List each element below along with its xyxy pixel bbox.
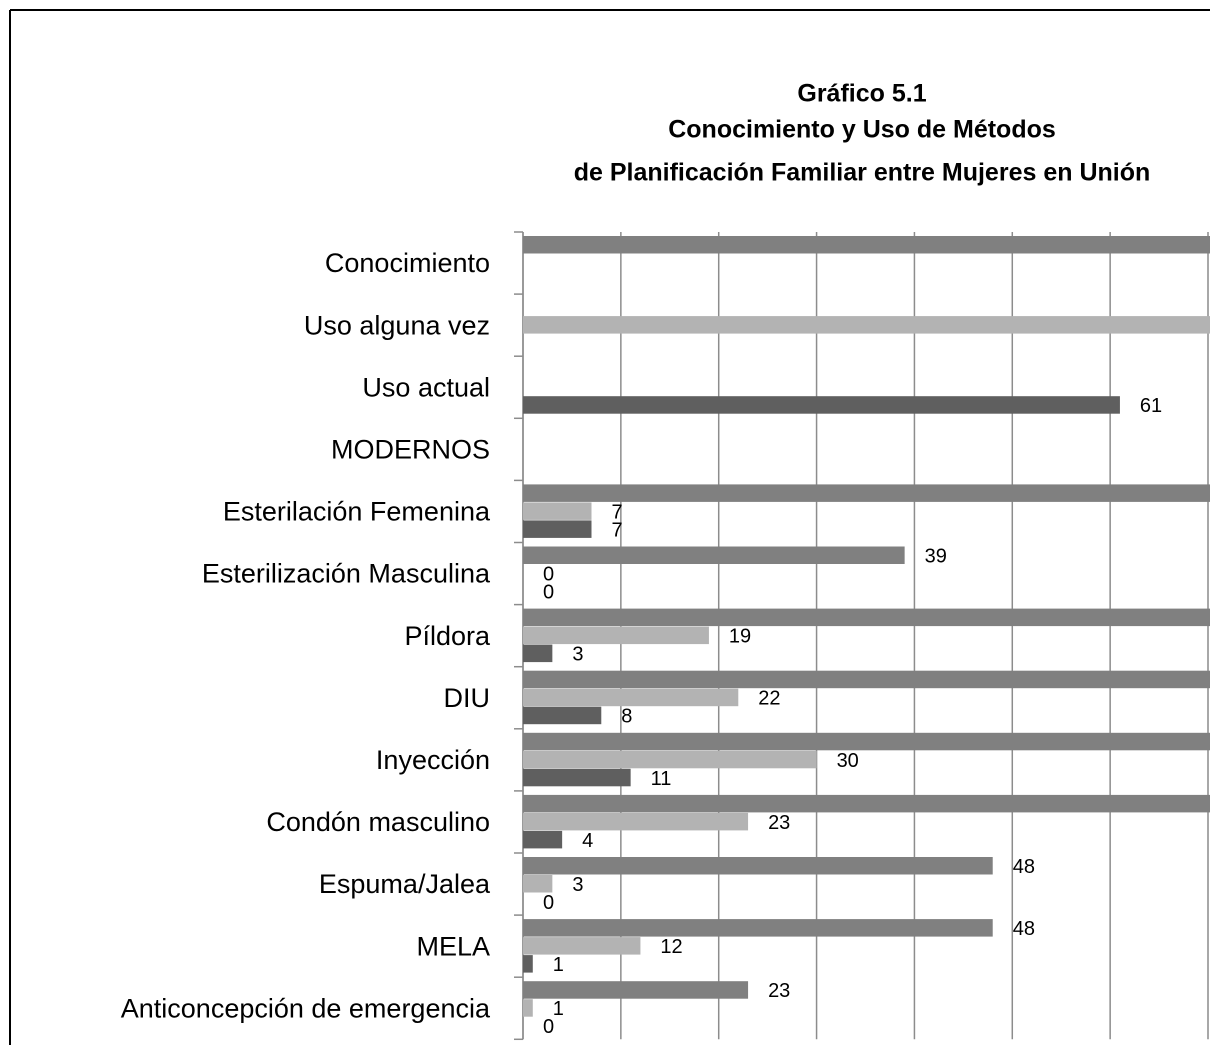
bar (523, 857, 993, 875)
bar (523, 706, 602, 725)
value-label: 4 (582, 830, 593, 852)
value-label: 48 (1013, 856, 1035, 878)
chart-title: Conocimiento y Uso de Métodos (668, 116, 1056, 144)
value-label: 30 (837, 750, 859, 772)
y-tick-label: Esterilización Masculina (202, 559, 491, 589)
bar (523, 732, 1210, 751)
y-tick-label: Anticoncepción de emergencia (121, 993, 491, 1023)
value-label: 12 (660, 936, 682, 958)
bar (523, 236, 1210, 254)
y-tick-label: Uso alguna vez (304, 310, 490, 340)
value-label: 1 (553, 954, 564, 976)
bar (523, 626, 709, 645)
bar (523, 484, 1210, 502)
y-tick-label: Espuma/Jalea (319, 869, 491, 899)
value-label: 0 (543, 892, 554, 914)
value-label: 23 (768, 980, 790, 1002)
bar (523, 546, 905, 564)
bar (523, 670, 1210, 689)
chart-title: Gráfico 5.1 (797, 80, 926, 108)
value-label: 61 (1140, 395, 1162, 417)
bar (523, 608, 1210, 627)
bar (523, 812, 749, 831)
bar (523, 794, 1210, 813)
value-label: 8 (621, 706, 632, 728)
bar (523, 830, 563, 849)
value-label: 7 (612, 501, 623, 523)
value-label: 23 (768, 812, 790, 834)
bar (523, 955, 533, 973)
bar (523, 937, 641, 955)
chart-title: de Planificación Familiar entre Mujeres … (574, 159, 1151, 187)
bar (523, 644, 553, 663)
y-tick-label: Esterilación Femenina (223, 497, 491, 527)
value-label: 3 (572, 874, 583, 896)
bar (523, 688, 739, 707)
y-tick-label: Condón masculino (266, 807, 490, 837)
bar (523, 520, 592, 538)
value-label: 3 (572, 644, 583, 666)
value-label: 19 (729, 626, 751, 648)
bar (523, 999, 533, 1017)
value-label: 1 (553, 998, 564, 1020)
value-label: 39 (925, 546, 947, 568)
value-label: 0 (543, 582, 554, 604)
bar (523, 919, 993, 937)
bar (523, 750, 817, 769)
bar (523, 502, 592, 520)
y-tick-label: Uso actual (362, 372, 490, 402)
bar (523, 316, 1210, 334)
y-tick-label: Conocimiento (325, 248, 490, 278)
value-label: 0 (543, 564, 554, 586)
y-tick-label: Inyección (376, 745, 490, 775)
y-tick-label: Píldora (404, 621, 491, 651)
value-label: 11 (651, 768, 672, 790)
bar (523, 396, 1120, 414)
y-tick-label: MELA (416, 931, 490, 961)
value-label: 48 (1013, 918, 1035, 940)
bar (523, 875, 553, 893)
value-label: 22 (758, 688, 780, 710)
bar (523, 768, 631, 787)
y-tick-label: MODERNOS (331, 434, 490, 464)
bar (523, 981, 749, 999)
value-label: 7 (612, 519, 623, 541)
y-tick-label: DIU (444, 683, 491, 713)
value-label: 0 (543, 1016, 554, 1038)
